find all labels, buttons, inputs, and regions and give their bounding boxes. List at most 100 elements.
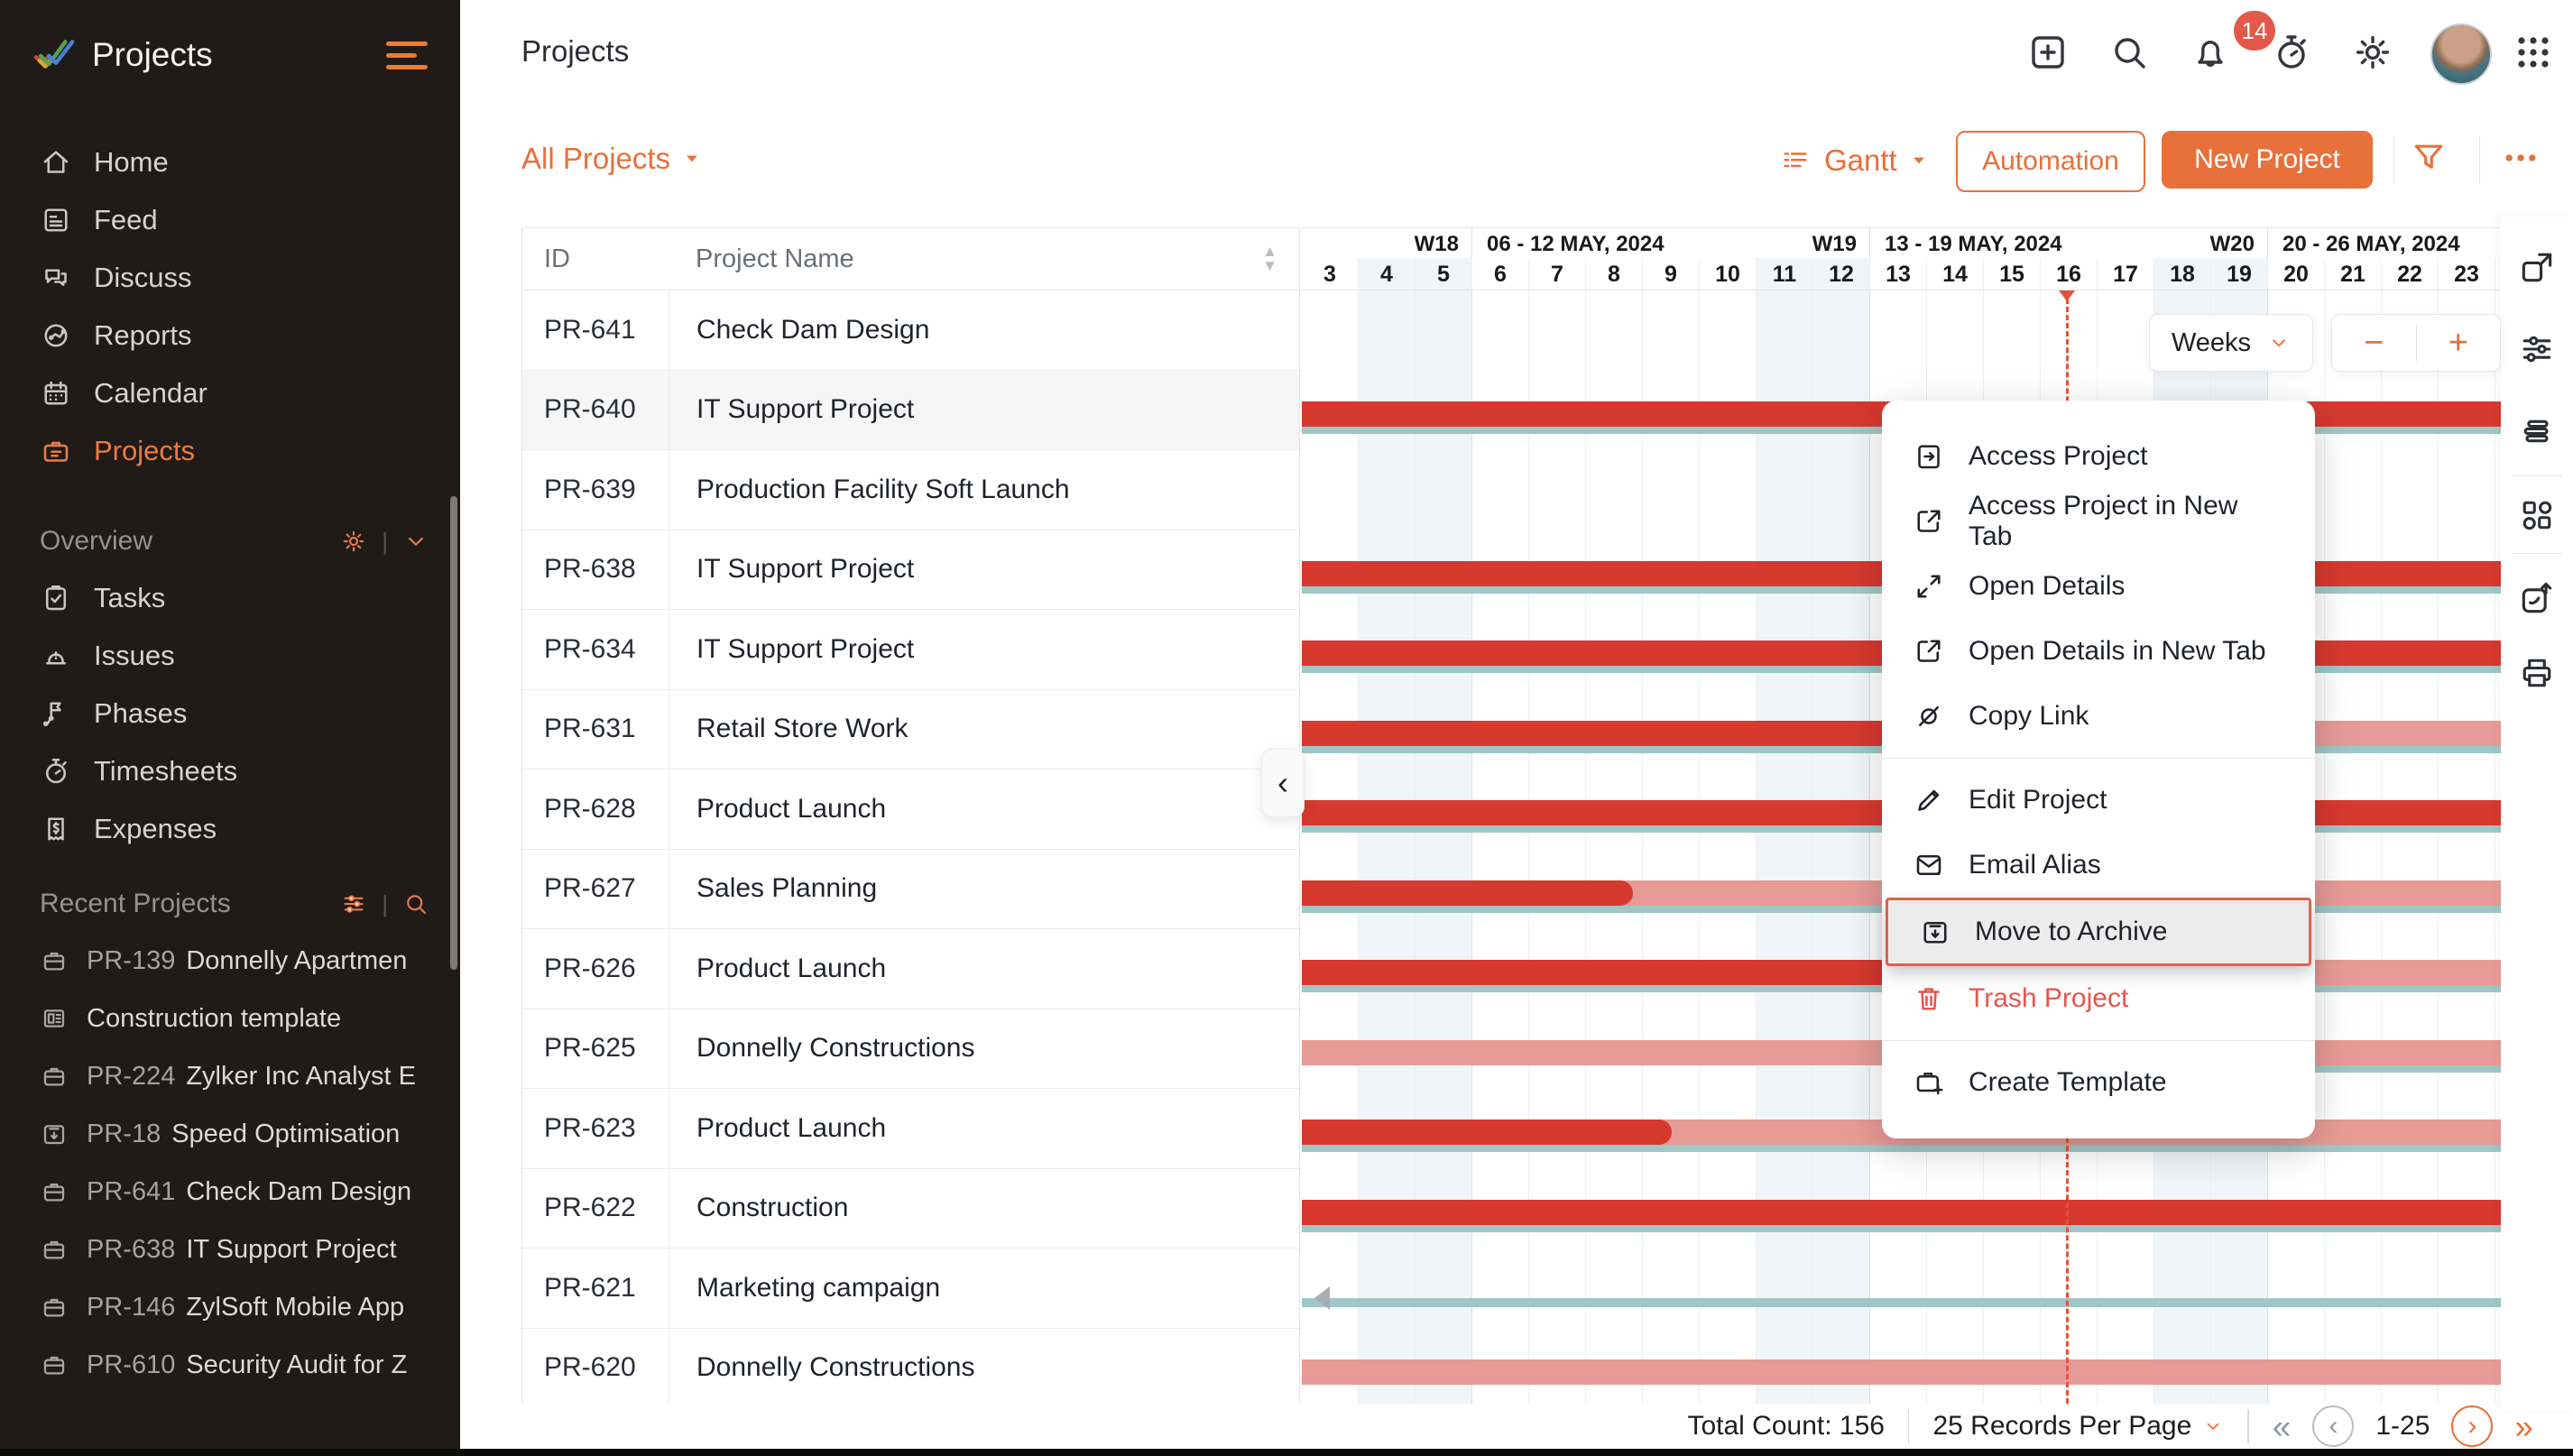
gantt-bar-progress[interactable] <box>1302 880 1633 906</box>
recent-search-icon[interactable] <box>402 890 429 917</box>
table-row[interactable]: PR-634 IT Support Project <box>522 610 1299 690</box>
sidebar-item-label: Home <box>94 146 169 178</box>
timer-icon[interactable] <box>2270 31 2313 74</box>
gantt-offscreen-marker[interactable] <box>1314 1286 1330 1310</box>
collapse-sidebar-icon[interactable] <box>386 41 428 74</box>
gantt-bar-remaining[interactable] <box>1302 1359 2501 1385</box>
collapse-table-button[interactable]: ‹ <box>1261 749 1305 817</box>
recent-project-item[interactable]: PR-610 Security Audit for Z <box>0 1336 460 1394</box>
recent-project-item[interactable]: PR-641 Check Dam Design <box>0 1163 460 1221</box>
discuss-icon <box>40 262 74 294</box>
next-page-button[interactable]: › <box>2451 1405 2494 1447</box>
records-per-page-label: 25 Records Per Page <box>1932 1411 2192 1441</box>
sidebar-item-projects[interactable]: Projects <box>0 422 460 480</box>
table-row[interactable]: PR-638 IT Support Project <box>522 530 1299 610</box>
recent-project-item[interactable]: PR-139 Donnelly Apartmen <box>0 932 460 990</box>
menu-item-create-template[interactable]: Create Template <box>1882 1050 2315 1115</box>
recent-project-item[interactable]: PR-18 Speed Optimisation <box>0 1105 460 1163</box>
menu-item-email-alias[interactable]: Email Alias <box>1882 833 2315 898</box>
project-filter-label: All Projects <box>521 142 671 175</box>
previous-page-button[interactable]: ‹ <box>2312 1405 2355 1447</box>
automation-button[interactable]: Automation <box>1956 131 2145 192</box>
apps-grid-icon[interactable] <box>2512 31 2555 74</box>
overview-collapse-icon[interactable] <box>402 528 429 555</box>
menu-item-move-to-archive[interactable]: Move to Archive <box>1886 898 2311 966</box>
fullscreen-icon[interactable] <box>2517 247 2557 287</box>
records-per-page-dropdown[interactable]: 25 Records Per Page <box>1932 1411 2224 1442</box>
menu-item-access-project[interactable]: Access Project <box>1882 424 2315 489</box>
gantt-day-column <box>1813 290 1870 1404</box>
menu-item-access-project-in-new-tab[interactable]: Access Project in New Tab <box>1882 489 2315 554</box>
column-header-id[interactable]: ID <box>544 244 570 273</box>
table-row[interactable]: PR-622 Construction <box>522 1168 1299 1249</box>
table-row[interactable]: PR-620 Donnelly Constructions <box>522 1328 1299 1404</box>
sidebar-item-tasks[interactable]: Tasks <box>0 569 460 627</box>
table-row[interactable]: PR-639 Production Facility Soft Launch <box>522 450 1299 530</box>
avatar[interactable] <box>2430 23 2492 85</box>
cell-project-id: PR-620 <box>544 1352 636 1383</box>
sidebar-item-timesheets[interactable]: Timesheets <box>0 742 460 800</box>
gantt-settings-icon[interactable] <box>2517 329 2557 369</box>
menu-item-copy-link[interactable]: Copy Link <box>1882 684 2315 749</box>
quick-add-icon[interactable] <box>2026 31 2070 74</box>
notifications-icon[interactable] <box>2189 31 2232 74</box>
row-layout-icon[interactable] <box>2517 411 2557 451</box>
legend-icon[interactable] <box>2517 495 2557 535</box>
menu-divider <box>1882 758 2315 759</box>
gantt-bar-progress[interactable] <box>1302 1199 2501 1225</box>
overview-settings-icon[interactable] <box>340 528 367 555</box>
first-page-button[interactable]: « <box>2272 1407 2292 1445</box>
project-filter-dropdown[interactable]: All Projects <box>521 142 701 176</box>
recent-filter-icon[interactable] <box>340 890 367 917</box>
sidebar-item-home[interactable]: Home <box>0 134 460 191</box>
recent-project-item[interactable]: Construction template <box>0 990 460 1047</box>
view-switcher-gantt[interactable]: Gantt <box>1779 143 1928 178</box>
view-toolbar: All Projects Gantt Automation New Projec… <box>460 106 2573 217</box>
table-row[interactable]: PR-623 Product Launch <box>522 1089 1299 1169</box>
filter-icon[interactable] <box>2409 138 2448 178</box>
search-icon[interactable] <box>2107 31 2151 74</box>
new-project-button[interactable]: New Project <box>2162 131 2373 189</box>
gantt-day-label: 15 <box>1984 258 2041 290</box>
sidebar-scrollbar[interactable] <box>450 496 457 970</box>
sidebar-item-feed[interactable]: Feed <box>0 191 460 249</box>
sidebar-nav: Home Feed Discuss Reports Calendar Projects <box>0 134 460 480</box>
zoom-in-button[interactable]: + <box>2448 323 2468 362</box>
table-row[interactable]: PR-621 Marketing campaign <box>522 1249 1299 1329</box>
sort-icon[interactable]: ▲ ▼ <box>1262 243 1277 274</box>
table-row[interactable]: PR-641 Check Dam Design <box>522 290 1299 371</box>
menu-item-label: Move to Archive <box>1975 917 2168 946</box>
menu-item-open-details-in-new-tab[interactable]: Open Details in New Tab <box>1882 619 2315 684</box>
table-row[interactable]: PR-631 Retail Store Work <box>522 689 1299 769</box>
sidebar-item-reports[interactable]: Reports <box>0 307 460 364</box>
more-options-icon[interactable] <box>2501 138 2541 178</box>
recent-project-item[interactable]: PR-146 ZylSoft Mobile App <box>0 1278 460 1336</box>
timescale-dropdown[interactable]: Weeks <box>2149 314 2313 372</box>
gantt-day-column <box>1416 290 1472 1404</box>
settings-icon[interactable] <box>2351 31 2394 74</box>
sidebar-item-phases[interactable]: Phases <box>0 685 460 742</box>
gantt-day-column <box>2439 290 2495 1404</box>
table-row[interactable]: PR-627 Sales Planning <box>522 849 1299 929</box>
export-pdf-icon[interactable] <box>2517 578 2557 618</box>
sidebar-item-expenses[interactable]: Expenses <box>0 800 460 858</box>
sidebar-item-discuss[interactable]: Discuss <box>0 249 460 307</box>
column-header-project-name[interactable]: Project Name <box>696 244 854 273</box>
menu-item-trash-project[interactable]: Trash Project <box>1882 966 2315 1031</box>
sidebar-item-issues[interactable]: Issues <box>0 627 460 685</box>
sidebar-item-calendar[interactable]: Calendar <box>0 364 460 422</box>
menu-item-label: Create Template <box>1969 1067 2167 1097</box>
recent-project-item[interactable]: PR-224 Zylker Inc Analyst E <box>0 1047 460 1105</box>
print-icon[interactable] <box>2517 653 2557 693</box>
zoom-out-button[interactable]: − <box>2364 323 2384 362</box>
gantt-bar-progress[interactable] <box>1302 1120 1672 1145</box>
menu-item-edit-project[interactable]: Edit Project <box>1882 768 2315 833</box>
table-row[interactable]: PR-640 IT Support Project <box>522 370 1299 450</box>
recent-project-name: Check Dam Design <box>186 1176 412 1206</box>
table-row[interactable]: PR-626 Product Launch <box>522 929 1299 1009</box>
recent-project-item[interactable]: PR-638 IT Support Project <box>0 1221 460 1278</box>
menu-item-open-details[interactable]: Open Details <box>1882 554 2315 619</box>
last-page-button[interactable]: » <box>2514 1407 2533 1445</box>
table-row[interactable]: PR-625 Donnelly Constructions <box>522 1009 1299 1089</box>
table-row[interactable]: PR-628 Product Launch <box>522 769 1299 850</box>
